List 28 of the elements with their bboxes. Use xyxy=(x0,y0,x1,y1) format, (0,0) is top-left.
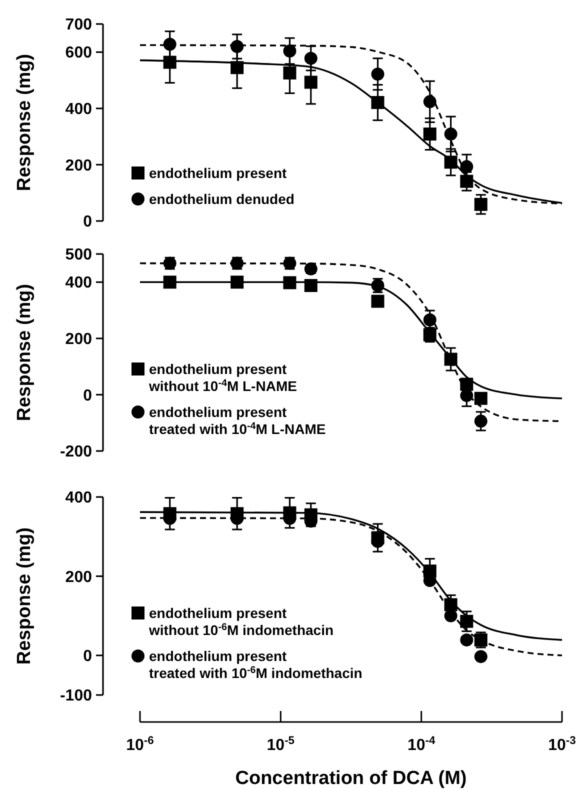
x-tick-label: 10$^{-3}$ xyxy=(548,735,576,754)
legend-label: endothelium present treated with 10$^{-6}$M indomethacin xyxy=(149,648,362,681)
legend-label: endothelium denuded xyxy=(149,191,294,207)
y-tick-label: 400 xyxy=(65,101,92,118)
y-tick-label: 200 xyxy=(65,568,92,586)
y-tick-label: 0 xyxy=(83,648,92,665)
y-tick-label: 0 xyxy=(83,214,92,231)
legend-label: endothelium present treated with 10$^{-4}$M L-NAME xyxy=(149,404,326,437)
x-tick-label: 10$^{-6}$ xyxy=(126,735,154,754)
x-tick-label: 10$^{-4}$ xyxy=(407,735,436,754)
y-tick-label: -100 xyxy=(60,688,92,705)
legend-label: endothelium present xyxy=(149,165,288,181)
y-tick-label: 700 xyxy=(65,16,92,34)
y-axis-title: Response (mg) xyxy=(14,284,35,422)
x-axis-title: Concentration of DCA (M) xyxy=(235,768,467,789)
y-tick-label: 600 xyxy=(65,44,92,62)
y-tick-label: 0 xyxy=(83,387,92,404)
y-tick-label: -200 xyxy=(60,444,92,461)
y-tick-label: 200 xyxy=(65,157,92,174)
y-tick-label: 400 xyxy=(65,490,92,507)
y-tick-label: 400 xyxy=(65,274,92,292)
y-axis-title: Response (mg) xyxy=(14,54,35,192)
x-tick-label: 10$^{-5}$ xyxy=(266,735,295,754)
y-tick-label: 200 xyxy=(65,331,92,348)
y-axis-title: Response (mg) xyxy=(14,527,35,665)
legend-label: endothelium present without 10$^{-6}$M indomethacin xyxy=(148,605,334,638)
legend-label: endothelium present without 10$^{-4}$M L-NAME xyxy=(148,361,297,394)
y-tick-label: 500 xyxy=(65,246,92,264)
